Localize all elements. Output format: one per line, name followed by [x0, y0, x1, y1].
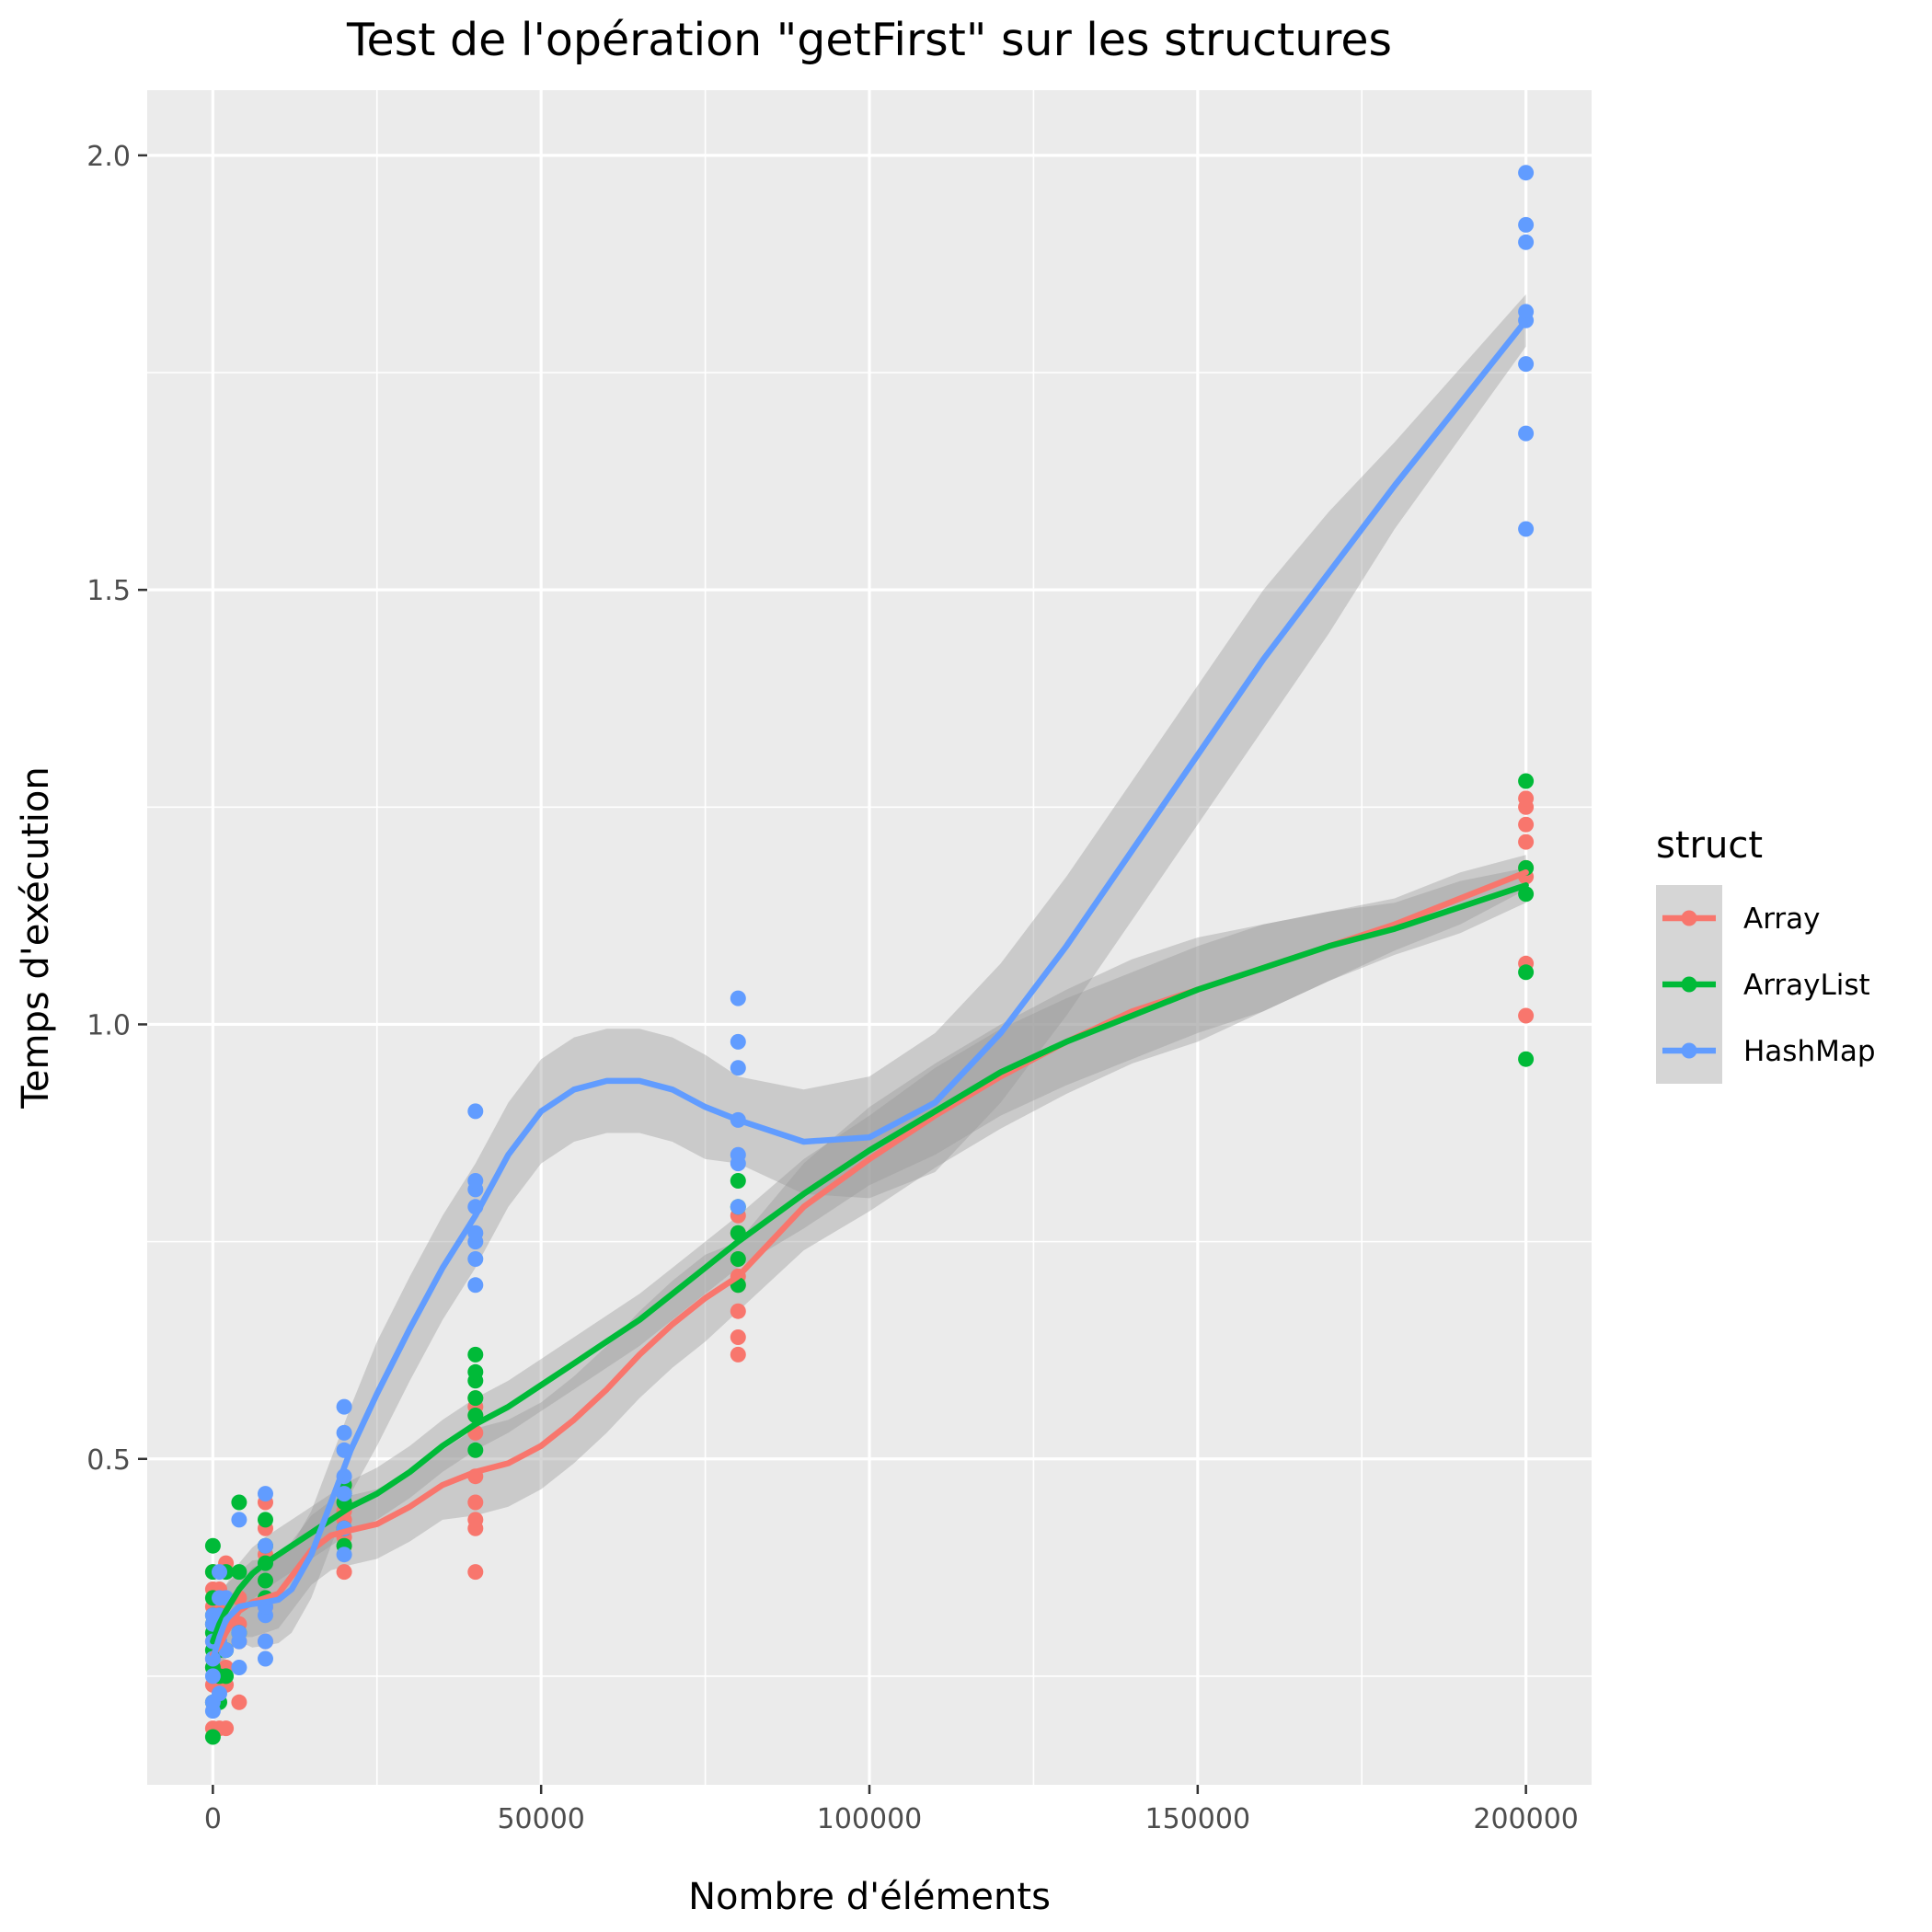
legend-key-point: [1681, 1042, 1697, 1059]
point-hashmap: [730, 1033, 746, 1050]
point-arraylist: [204, 1537, 221, 1554]
point-array: [231, 1694, 247, 1710]
point-array: [336, 1564, 352, 1581]
point-hashmap: [336, 1486, 352, 1502]
point-array: [467, 1564, 484, 1581]
point-hashmap: [212, 1564, 227, 1581]
y-axis: 0.5 1.0 1.5 2.0: [86, 141, 147, 1477]
point-arraylist: [231, 1564, 247, 1581]
point-hashmap: [231, 1512, 247, 1528]
legend-label-arraylist: ArrayList: [1743, 969, 1870, 1002]
point-hashmap: [1518, 234, 1535, 250]
y-tick-label: 1.0: [86, 1009, 131, 1041]
legend-label-hashmap: HashMap: [1743, 1035, 1876, 1068]
point-hashmap: [258, 1633, 273, 1650]
point-arraylist: [258, 1572, 273, 1589]
point-arraylist: [730, 1251, 746, 1267]
point-hashmap: [467, 1173, 484, 1189]
point-array: [218, 1720, 235, 1737]
point-hashmap: [231, 1660, 247, 1675]
point-hashmap: [258, 1537, 273, 1554]
point-hashmap: [730, 1146, 746, 1163]
x-axis: 0 50000 100000 150000 200000: [204, 1785, 1579, 1835]
point-array: [730, 1329, 746, 1345]
point-array: [1518, 790, 1535, 807]
point-hashmap: [258, 1486, 273, 1502]
point-hashmap: [730, 1060, 746, 1076]
data-points: [204, 165, 1535, 1745]
point-hashmap: [204, 1668, 221, 1685]
point-hashmap: [467, 1277, 484, 1294]
smooth-line-arraylist: [210, 882, 1529, 1645]
legend-keys: Array ArrayList HashMap: [1656, 885, 1876, 1084]
point-arraylist: [467, 1346, 484, 1363]
x-axis-label: Nombre d'éléments: [688, 1876, 1051, 1918]
point-hashmap: [231, 1625, 247, 1641]
point-arraylist: [467, 1442, 484, 1458]
y-tick-label: 0.5: [86, 1444, 131, 1477]
point-hashmap: [467, 1225, 484, 1241]
point-arraylist: [467, 1363, 484, 1380]
point-hashmap: [258, 1650, 273, 1667]
point-array: [1518, 1007, 1535, 1024]
point-array: [730, 1303, 746, 1319]
point-hashmap: [1518, 165, 1535, 181]
y-tick-label: 2.0: [86, 141, 131, 173]
legend-key-point: [1681, 910, 1697, 926]
point-arraylist: [1518, 964, 1535, 981]
legend-title: struct: [1656, 824, 1763, 867]
legend-key-point: [1681, 976, 1697, 993]
point-arraylist: [467, 1390, 484, 1407]
point-array: [730, 1346, 746, 1363]
legend: struct Array ArrayList HashMap: [1656, 824, 1876, 1084]
point-hashmap: [1518, 216, 1535, 233]
point-hashmap: [467, 1103, 484, 1120]
point-arraylist: [204, 1729, 221, 1745]
point-hashmap: [336, 1547, 352, 1563]
y-axis-label: Temps d'exécution: [15, 766, 57, 1109]
point-arraylist: [218, 1668, 235, 1685]
smooth-line-hashmap: [210, 317, 1529, 1662]
point-hashmap: [212, 1685, 227, 1702]
x-tick-label: 100000: [817, 1803, 923, 1835]
point-hashmap: [336, 1398, 352, 1415]
point-arraylist: [231, 1494, 247, 1511]
x-tick-label: 200000: [1473, 1803, 1579, 1835]
point-hashmap: [336, 1424, 352, 1441]
point-arraylist: [258, 1512, 273, 1528]
point-hashmap: [1518, 425, 1535, 442]
point-arraylist: [1518, 1051, 1535, 1067]
point-arraylist: [1518, 886, 1535, 903]
y-tick-label: 1.5: [86, 575, 131, 607]
ci-ribbon-arraylist: [213, 868, 1526, 1668]
point-arraylist: [730, 1173, 746, 1189]
point-array: [1518, 834, 1535, 850]
point-array: [467, 1512, 484, 1528]
point-array: [1518, 816, 1535, 833]
point-hashmap: [1518, 356, 1535, 373]
x-tick-label: 150000: [1145, 1803, 1251, 1835]
major-grid: [147, 90, 1592, 1785]
x-tick-label: 50000: [497, 1803, 584, 1835]
point-array: [467, 1494, 484, 1511]
point-hashmap: [730, 1199, 746, 1215]
chart-title: Test de l'opération "getFirst" sur les s…: [346, 14, 1392, 66]
point-hashmap: [730, 990, 746, 1006]
confidence-ribbons: [213, 294, 1526, 1694]
legend-label-array: Array: [1743, 903, 1821, 936]
x-tick-label: 0: [204, 1803, 222, 1835]
point-hashmap: [1518, 304, 1535, 320]
ci-ribbon-array: [213, 855, 1526, 1681]
point-arraylist: [1518, 773, 1535, 789]
point-hashmap: [467, 1251, 484, 1267]
smooth-lines: [210, 317, 1529, 1662]
point-hashmap: [1518, 521, 1535, 537]
